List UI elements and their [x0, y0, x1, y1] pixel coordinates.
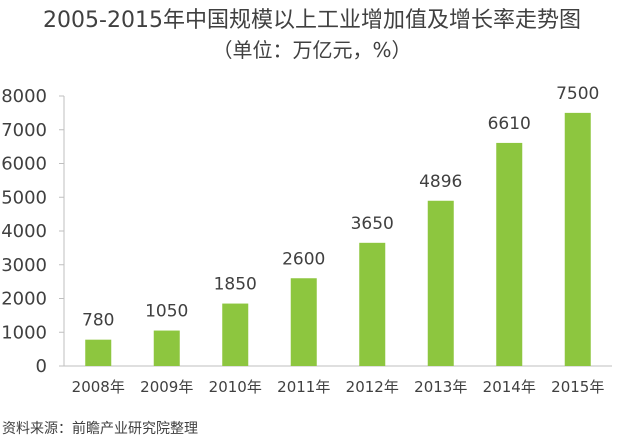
bar — [427, 200, 454, 366]
y-tick-label: 7000 — [1, 120, 47, 141]
y-axis: 0 1000 2000 3000 4000 5000 6000 7000 8000 — [1, 86, 65, 377]
data-label: 3650 — [351, 214, 394, 234]
x-tick-label: 2012年 — [346, 378, 399, 396]
data-label: 2600 — [282, 249, 325, 269]
y-tick-label: 1000 — [1, 322, 47, 343]
y-tick-label: 2000 — [1, 289, 47, 310]
bar — [290, 278, 317, 366]
x-tick-label: 2011年 — [277, 378, 330, 396]
chart-title: 2005-2015年中国规模以上工业增加值及增长率走势图 — [43, 8, 581, 33]
bar — [359, 242, 386, 366]
x-tick-label: 2014年 — [483, 378, 536, 396]
x-tick-label: 2009年 — [140, 378, 193, 396]
data-label: 7500 — [556, 84, 599, 104]
y-tick-label: 6000 — [1, 154, 47, 175]
chart-subtitle: （单位：万亿元，%） — [212, 38, 412, 62]
data-label: 4896 — [419, 172, 462, 192]
data-labels: 780 1050 1850 2600 3650 4896 6610 7500 — [82, 84, 599, 331]
source-note: 资料来源：前瞻产业研究院整理 — [2, 421, 198, 437]
y-tick-label: 0 — [36, 356, 47, 377]
y-tick-label: 8000 — [1, 86, 47, 107]
bars — [85, 112, 591, 366]
bar — [153, 330, 180, 366]
y-tick-label: 3000 — [1, 255, 47, 276]
y-tick-label: 4000 — [1, 221, 47, 242]
bar — [85, 339, 112, 366]
x-tick-label: 2013年 — [414, 378, 467, 396]
y-tick-label: 5000 — [1, 187, 47, 208]
x-tick-label: 2015年 — [551, 378, 604, 396]
data-label: 1850 — [214, 275, 257, 295]
x-axis: 2008年 2009年 2010年 2011年 2012年 2013年 2014年 2015年 — [64, 365, 612, 396]
x-tick-label: 2008年 — [72, 378, 125, 396]
data-label: 6610 — [488, 114, 531, 134]
data-label: 780 — [82, 311, 114, 331]
bar — [496, 142, 523, 366]
x-tick-label: 2010年 — [209, 378, 262, 396]
bar — [564, 112, 591, 366]
bar — [222, 303, 249, 366]
data-label: 1050 — [145, 302, 188, 322]
